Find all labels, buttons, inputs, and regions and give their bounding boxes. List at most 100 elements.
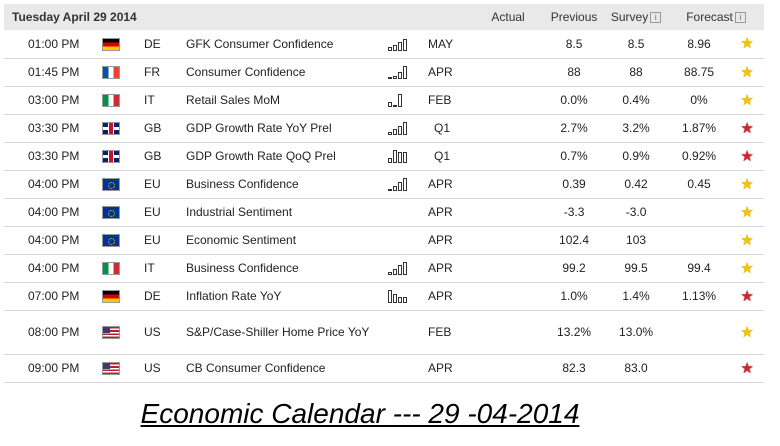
trend-chart-icon[interactable]	[388, 93, 403, 108]
actual-value	[472, 310, 544, 354]
trend-bar	[393, 186, 398, 192]
table-row[interactable]: 04:00 PM IT Business Confidence APR 99.2 99.5…	[4, 254, 765, 282]
trend-bar	[393, 44, 398, 52]
survey-value: 0.9%	[622, 149, 650, 163]
trend-chart-icon[interactable]	[388, 121, 408, 136]
flag-icon	[102, 150, 120, 164]
country-code: GB	[144, 121, 162, 135]
table-row[interactable]: 03:00 PM IT Retail Sales MoM FEB 0.0% 0.4% 0% ★	[4, 86, 765, 114]
actual-value	[472, 198, 544, 226]
yellow-star-icon[interactable]: ★	[740, 91, 754, 109]
event-name[interactable]: Industrial Sentiment	[186, 205, 293, 219]
forecast-column-header[interactable]: Forecast i	[668, 4, 764, 30]
event-name[interactable]: Retail Sales MoM	[186, 93, 281, 107]
reference-period: FEB	[428, 93, 452, 107]
previous-value: 8.5	[565, 36, 583, 51]
event-time: 09:00 PM	[28, 361, 80, 375]
table-row[interactable]: 08:00 PM US S&P/Case-Shiller Home Price Yo…	[4, 310, 765, 354]
page-caption: Economic Calendar --- 29 -04-2014	[140, 398, 580, 429]
event-name[interactable]: CB Consumer Confidence	[186, 361, 326, 375]
event-name[interactable]: GDP Growth Rate QoQ Prel	[186, 149, 336, 163]
previous-value: 1.0%	[560, 289, 588, 303]
previous-value: 82.3	[562, 361, 586, 375]
survey-value: 1.4%	[622, 289, 650, 303]
yellow-star-icon[interactable]: ★	[740, 63, 754, 81]
trend-bar	[403, 262, 408, 276]
info-icon[interactable]: i	[650, 12, 662, 24]
trend-bar	[388, 102, 393, 108]
trend-chart-icon[interactable]	[388, 37, 408, 52]
red-star-icon[interactable]: ★	[740, 287, 754, 305]
yellow-star-icon[interactable]: ★	[740, 231, 754, 249]
event-time: 04:00 PM	[28, 205, 80, 219]
red-star-icon[interactable]: ★	[740, 147, 754, 165]
forecast-label: Forecast	[686, 10, 733, 24]
trend-chart-icon[interactable]	[388, 289, 408, 304]
trend-bar	[398, 126, 403, 136]
trend-chart-icon[interactable]	[388, 177, 408, 192]
previous-value: 88	[567, 65, 581, 79]
flag-icon	[102, 326, 120, 340]
red-star-icon[interactable]: ★	[740, 119, 754, 137]
actual-value	[472, 86, 544, 114]
info-icon[interactable]: i	[734, 12, 746, 24]
event-time: 03:00 PM	[28, 93, 80, 107]
event-name[interactable]: Business Confidence	[186, 261, 299, 275]
trend-bar	[393, 268, 398, 276]
trend-bar	[388, 131, 393, 136]
table-row[interactable]: 09:00 PM US CB Consumer Confidence APR 82.3 8…	[4, 354, 765, 382]
table-row[interactable]: 01:00 PM DE GFK Consumer Confidence MAY 8.5 8…	[4, 30, 765, 58]
yellow-star-icon[interactable]: ★	[740, 259, 754, 277]
event-name[interactable]: Economic Sentiment	[186, 233, 297, 247]
reference-period: MAY	[428, 36, 454, 51]
event-time: 03:30 PM	[28, 121, 80, 135]
actual-column-header[interactable]: Actual	[491, 10, 525, 24]
survey-value: 0.42	[624, 177, 648, 191]
flag-icon	[102, 290, 120, 304]
table-row[interactable]: 04:00 PM EU Business Confidence APR 0.39 0.42…	[4, 170, 765, 198]
event-name[interactable]: Inflation Rate YoY	[186, 289, 282, 303]
country-code: EU	[144, 177, 161, 191]
survey-column-header[interactable]: Survey i	[604, 4, 668, 30]
event-name[interactable]: Business Confidence	[186, 177, 299, 191]
forecast-value: 1.13%	[682, 289, 717, 303]
survey-value: 99.5	[624, 261, 648, 275]
trend-chart-icon[interactable]	[388, 65, 408, 80]
trend-bar	[393, 294, 398, 304]
previous-value: 13.2%	[557, 325, 592, 339]
previous-value: 102.4	[559, 233, 590, 247]
survey-value: 88	[629, 65, 643, 79]
table-row[interactable]: 03:30 PM GB GDP Growth Rate QoQ Prel Q1 0.7%…	[4, 142, 765, 170]
yellow-star-icon[interactable]: ★	[740, 203, 754, 221]
trend-chart-icon[interactable]	[388, 149, 408, 164]
table-row[interactable]: 01:45 PM FR Consumer Confidence APR 88 88 88.7…	[4, 58, 765, 86]
event-name[interactable]: GFK Consumer Confidence	[186, 36, 334, 51]
reference-period: Q1	[434, 121, 451, 135]
forecast-value: 0%	[690, 93, 708, 107]
reference-period: APR	[428, 261, 453, 275]
yellow-star-icon[interactable]: ★	[740, 175, 754, 193]
table-row[interactable]: 04:00 PM EU Industrial Sentiment APR -3.3 -3.…	[4, 198, 765, 226]
trend-bar	[398, 42, 403, 52]
event-name[interactable]: S&P/Case-Shiller Home Price YoY	[186, 325, 370, 339]
trend-chart-icon[interactable]	[388, 261, 408, 276]
country-code: DE	[144, 36, 161, 51]
actual-value	[472, 354, 544, 382]
red-star-icon[interactable]: ★	[740, 359, 754, 377]
event-name[interactable]: GDP Growth Rate YoY Prel	[186, 121, 332, 135]
actual-value	[472, 58, 544, 86]
yellow-star-icon[interactable]: ★	[740, 35, 754, 53]
trend-bar	[398, 265, 403, 276]
trend-bar	[398, 151, 403, 164]
yellow-star-icon[interactable]: ★	[740, 323, 754, 341]
header-row: Tuesday April 29 2014 Actual Previous Su…	[4, 4, 765, 30]
trend-bar	[398, 94, 403, 108]
table-row[interactable]: 07:00 PM DE Inflation Rate YoY APR 1.0% 1.4% 1…	[4, 282, 765, 310]
event-name[interactable]: Consumer Confidence	[186, 65, 306, 79]
previous-column-header[interactable]: Previous	[550, 10, 598, 24]
table-row[interactable]: 04:00 PM EU Economic Sentiment APR 102.4 103 ★	[4, 226, 765, 254]
trend-bar	[388, 188, 393, 192]
table-row[interactable]: 03:30 PM GB GDP Growth Rate YoY Prel Q1 2.7%…	[4, 114, 765, 142]
reference-period: APR	[428, 361, 453, 375]
actual-value	[472, 114, 544, 142]
